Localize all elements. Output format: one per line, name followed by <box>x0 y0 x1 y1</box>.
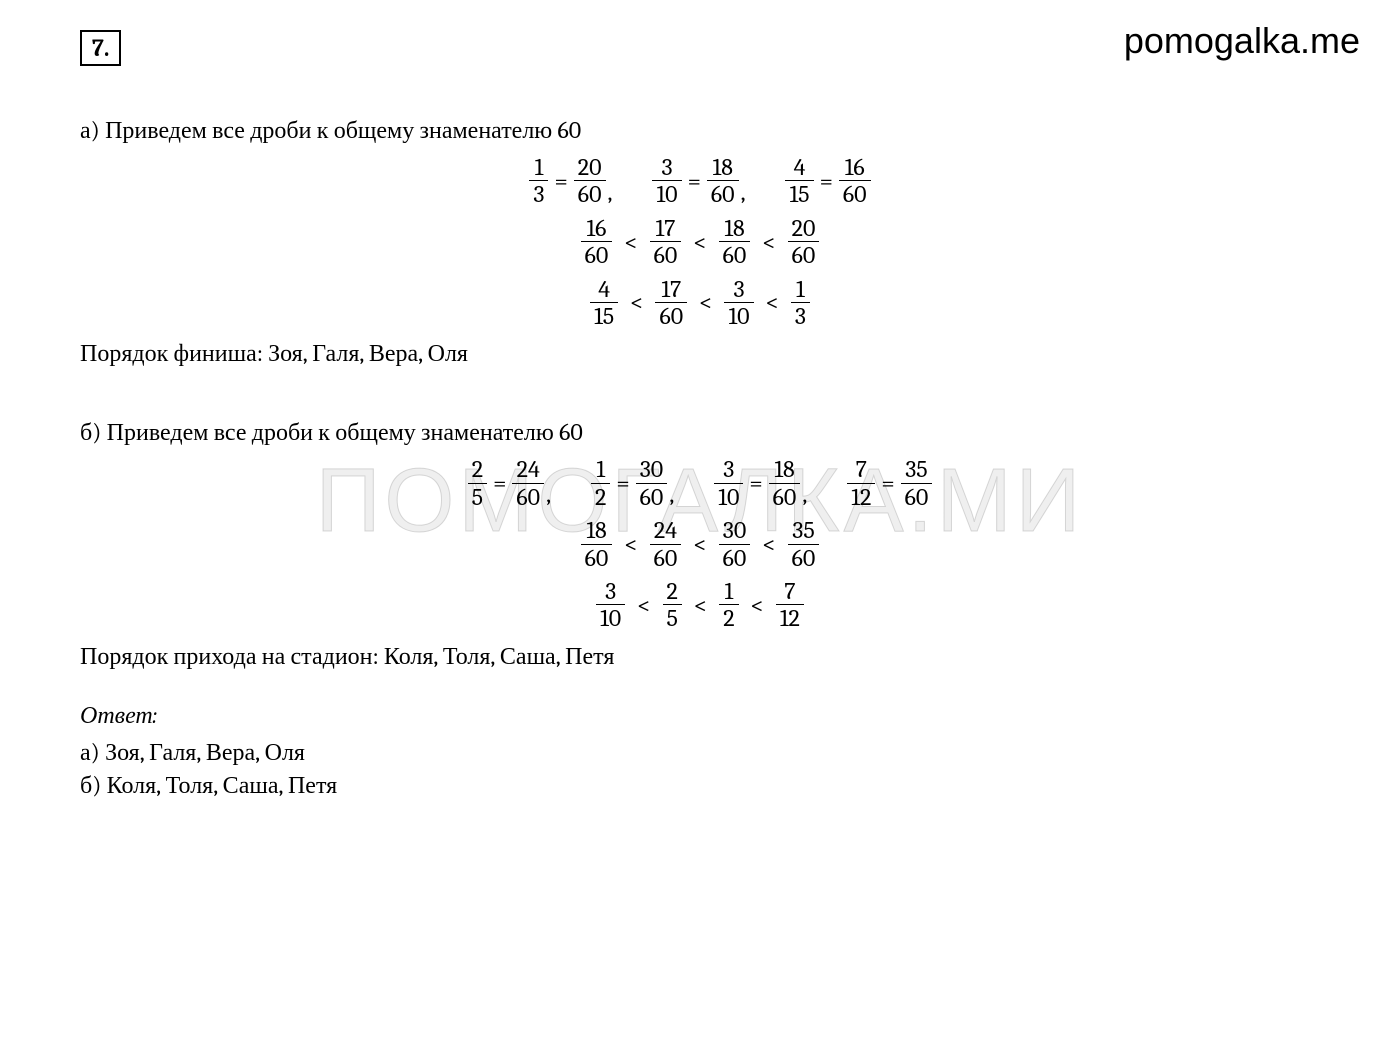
watermark-top: pomogalka.me <box>1124 20 1360 62</box>
answer-label: Ответ: <box>80 701 1320 730</box>
answer-line-a: а) Зоя, Галя, Вера, Оля <box>80 738 1320 767</box>
answer-line-b: б) Коля, Толя, Саша, Петя <box>80 771 1320 800</box>
part-b-conversions: 25 = 2460 , 12 = 3060 , 310 = 1860 , <box>80 455 1320 510</box>
fraction-equality: 25 = 2460 , <box>468 456 551 510</box>
content: а) Приведем все дроби к общему знаменате… <box>80 116 1320 800</box>
part-a-conclusion: Порядок финиша: Зоя, Галя, Вера, Оля <box>80 339 1320 368</box>
fraction-equality: 310 = 1860 , <box>652 154 745 208</box>
part-b-conclusion: Порядок прихода на стадион: Коля, Толя, … <box>80 642 1320 671</box>
problem-number: 7. <box>80 30 121 66</box>
fraction-equality: 13 = 2060 , <box>529 154 612 208</box>
part-a-inequality-2: 415 < 1760 < 310 < 13 <box>80 275 1320 330</box>
part-a-intro: а) Приведем все дроби к общему знаменате… <box>80 116 1320 145</box>
part-a-inequality-1: 1660 < 1760 < 1860 < 2060 <box>80 214 1320 269</box>
part-b: б) Приведем все дроби к общему знаменате… <box>80 418 1320 670</box>
part-b-intro: б) Приведем все дроби к общему знаменате… <box>80 418 1320 447</box>
part-a: а) Приведем все дроби к общему знаменате… <box>80 116 1320 368</box>
part-b-inequality-1: 1860 < 2460 < 3060 < 3560 <box>80 516 1320 571</box>
fraction-equality: 712 = 3560 <box>847 456 932 510</box>
fraction-equality: 310 = 1860 , <box>714 456 807 510</box>
fraction-equality: 12 = 3060 , <box>591 456 674 510</box>
fraction-equality: 415 = 1660 <box>785 154 870 208</box>
answer-section: Ответ: а) Зоя, Галя, Вера, Оля б) Коля, … <box>80 701 1320 800</box>
part-b-inequality-2: 310 < 25 < 12 < 712 <box>80 577 1320 632</box>
part-a-conversions: 13 = 2060 , 310 = 1860 , 415 = 1660 <box>80 153 1320 208</box>
